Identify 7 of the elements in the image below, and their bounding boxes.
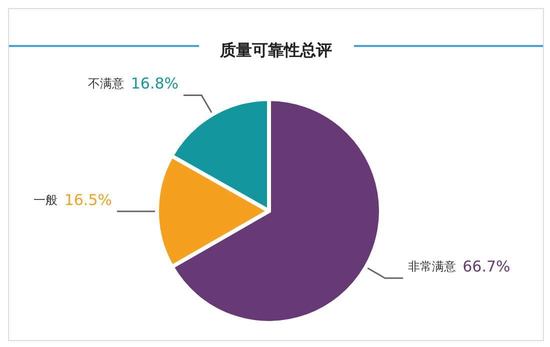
slice-label: 非常满意 bbox=[408, 260, 456, 274]
data-label: 16.5% bbox=[64, 190, 112, 209]
slice-label: 不满意 bbox=[88, 76, 124, 91]
data-label: 16.8% bbox=[130, 74, 179, 93]
data-label: 66.7% bbox=[462, 258, 510, 276]
slice-label: 一般 bbox=[34, 192, 58, 207]
chart-title: 质量可靠性总评 bbox=[219, 40, 332, 60]
